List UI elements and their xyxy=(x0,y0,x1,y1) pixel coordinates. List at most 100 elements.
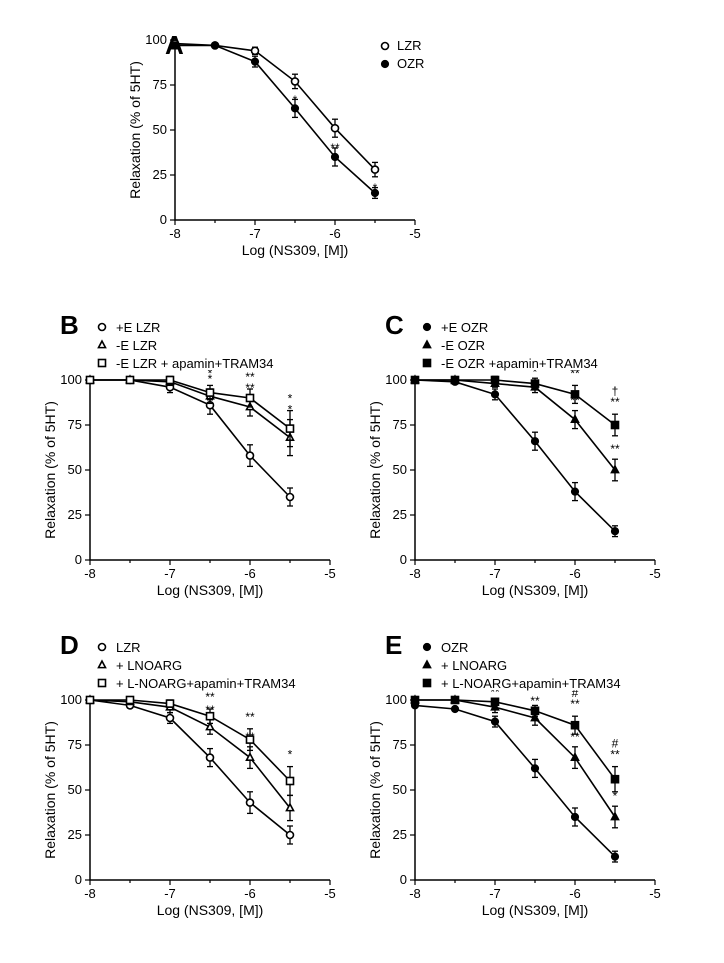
svg-text:-6: -6 xyxy=(244,886,256,901)
legend-item: LZR xyxy=(94,638,296,656)
legend-label: -E OZR xyxy=(441,338,485,353)
svg-text:Log (NS309, [M]): Log (NS309, [M]) xyxy=(482,902,589,918)
svg-text:-5: -5 xyxy=(649,886,661,901)
svg-text:-6: -6 xyxy=(329,226,341,241)
panel-letter-D: D xyxy=(60,630,79,661)
svg-text:**: ** xyxy=(570,697,580,711)
svg-text:25: 25 xyxy=(68,827,82,842)
legend-C: +E OZR -E OZR -E OZR +apamin+TRAM34 xyxy=(419,318,598,372)
svg-text:Relaxation (% of 5HT): Relaxation (% of 5HT) xyxy=(42,401,58,539)
legend-B: +E LZR -E LZR -E LZR + apamin+TRAM34 xyxy=(94,318,274,372)
legend-label: -E LZR + apamin+TRAM34 xyxy=(116,356,274,371)
svg-text:0: 0 xyxy=(400,872,407,887)
chart-svg-B: 0255075100-8-7-6-5Log (NS309, [M])Relaxa… xyxy=(42,370,340,600)
panel-letter-C: C xyxy=(385,310,404,341)
svg-text:0: 0 xyxy=(75,552,82,567)
svg-text:75: 75 xyxy=(393,737,407,752)
legend-item: + LNOARG xyxy=(94,656,296,674)
svg-text:75: 75 xyxy=(68,417,82,432)
legend-label: -E OZR +apamin+TRAM34 xyxy=(441,356,598,371)
svg-text:*: * xyxy=(288,392,293,406)
chart-panel-B: 0255075100-8-7-6-5Log (NS309, [M])Relaxa… xyxy=(42,370,340,605)
svg-text:-5: -5 xyxy=(324,566,336,581)
legend-D: LZR + LNOARG + L-NOARG+apamin+TRAM34 xyxy=(94,638,296,692)
legend-item: +E LZR xyxy=(94,318,274,336)
chart-panel-D: 0255075100-8-7-6-5Log (NS309, [M])Relaxa… xyxy=(42,690,340,925)
legend-label: + L-NOARG+apamin+TRAM34 xyxy=(116,676,296,691)
chart-panel-E: 0 25 50 75 100 -8 -7 -6 -5 Log (NS309, [M]) Relaxa… xyxy=(367,690,665,925)
svg-text:-5: -5 xyxy=(324,886,336,901)
svg-text:25: 25 xyxy=(68,507,82,522)
svg-text:-6: -6 xyxy=(569,886,581,901)
legend-item: -E LZR + apamin+TRAM34 xyxy=(94,354,274,372)
svg-text:Log (NS309, [M]): Log (NS309, [M]) xyxy=(157,582,264,598)
legend-label: LZR xyxy=(116,640,141,655)
svg-text:-7: -7 xyxy=(164,566,176,581)
chart-panel-A: 0255075100-8-7-6-5Log (NS309, [M])Relaxa… xyxy=(127,30,425,265)
svg-text:75: 75 xyxy=(68,737,82,752)
legend-item: OZR xyxy=(419,638,621,656)
legend-label: +E LZR xyxy=(116,320,160,335)
legend-item: + LNOARG xyxy=(419,656,621,674)
legend-label: OZR xyxy=(441,640,468,655)
svg-text:75: 75 xyxy=(393,417,407,432)
legend-item: -E LZR xyxy=(94,336,274,354)
svg-text:**: ** xyxy=(610,442,620,456)
svg-text:50: 50 xyxy=(393,462,407,477)
svg-text:Log (NS309, [M]): Log (NS309, [M]) xyxy=(482,582,589,598)
svg-text:50: 50 xyxy=(68,462,82,477)
svg-text:50: 50 xyxy=(393,782,407,797)
svg-text:Relaxation (% of 5HT): Relaxation (% of 5HT) xyxy=(127,61,143,199)
svg-text:-7: -7 xyxy=(489,566,501,581)
legend-label: + LNOARG xyxy=(116,658,182,673)
svg-text:**: ** xyxy=(205,690,215,704)
chart-svg-D: 0255075100-8-7-6-5Log (NS309, [M])Relaxa… xyxy=(42,690,340,920)
svg-text:100: 100 xyxy=(145,32,167,47)
svg-text:25: 25 xyxy=(153,167,167,182)
svg-text:0: 0 xyxy=(400,552,407,567)
svg-text:-5: -5 xyxy=(649,566,661,581)
svg-text:100: 100 xyxy=(60,372,82,387)
legend-item: + L-NOARG+apamin+TRAM34 xyxy=(419,674,621,692)
svg-text:50: 50 xyxy=(153,122,167,137)
legend-item: -E OZR +apamin+TRAM34 xyxy=(419,354,598,372)
svg-text:-8: -8 xyxy=(409,566,421,581)
chart-panel-C: 0 25 50 75 100 -8 -7 -6 -5 Log (NS309, [M]) Relaxa… xyxy=(367,370,665,605)
legend-label: + L-NOARG+apamin+TRAM34 xyxy=(441,676,621,691)
svg-text:-7: -7 xyxy=(164,886,176,901)
panel-letter-E: E xyxy=(385,630,402,661)
svg-text:*: * xyxy=(288,748,293,762)
svg-text:-6: -6 xyxy=(569,566,581,581)
svg-text:50: 50 xyxy=(68,782,82,797)
chart-svg-A: 0255075100-8-7-6-5Log (NS309, [M])Relaxa… xyxy=(127,30,425,260)
svg-text:-8: -8 xyxy=(84,886,96,901)
svg-text:-7: -7 xyxy=(249,226,261,241)
svg-text:0: 0 xyxy=(75,872,82,887)
chart-svg-C: 0 25 50 75 100 -8 -7 -6 -5 Log (NS309, [M]) Relaxa… xyxy=(367,370,665,600)
svg-text:100: 100 xyxy=(60,692,82,707)
svg-text:Relaxation (% of 5HT): Relaxation (% of 5HT) xyxy=(367,721,383,859)
svg-text:LZR: LZR xyxy=(397,38,422,53)
legend-E: OZR+ LNOARG + L-NOARG+apamin+TRAM34 xyxy=(419,638,621,692)
legend-item: -E OZR xyxy=(419,336,598,354)
svg-text:Relaxation (% of 5HT): Relaxation (% of 5HT) xyxy=(367,401,383,539)
svg-text:**: ** xyxy=(245,710,255,724)
svg-text:100: 100 xyxy=(385,372,407,387)
svg-text:**: ** xyxy=(245,370,255,384)
svg-text:100: 100 xyxy=(385,692,407,707)
panel-letter-B: B xyxy=(60,310,79,341)
legend-label: -E LZR xyxy=(116,338,157,353)
svg-text:Log (NS309, [M]): Log (NS309, [M]) xyxy=(242,242,349,258)
svg-text:25: 25 xyxy=(393,827,407,842)
legend-label: +E OZR xyxy=(441,320,488,335)
legend-item: +E OZR xyxy=(419,318,598,336)
legend-item: + L-NOARG+apamin+TRAM34 xyxy=(94,674,296,692)
svg-text:75: 75 xyxy=(153,77,167,92)
svg-text:-8: -8 xyxy=(409,886,421,901)
chart-svg-E: 0 25 50 75 100 -8 -7 -6 -5 Log (NS309, [M]) Relaxa… xyxy=(367,690,665,920)
svg-text:-7: -7 xyxy=(489,886,501,901)
svg-text:25: 25 xyxy=(393,507,407,522)
svg-text:0: 0 xyxy=(160,212,167,227)
svg-text:Log (NS309, [M]): Log (NS309, [M]) xyxy=(157,902,264,918)
svg-text:-5: -5 xyxy=(409,226,421,241)
